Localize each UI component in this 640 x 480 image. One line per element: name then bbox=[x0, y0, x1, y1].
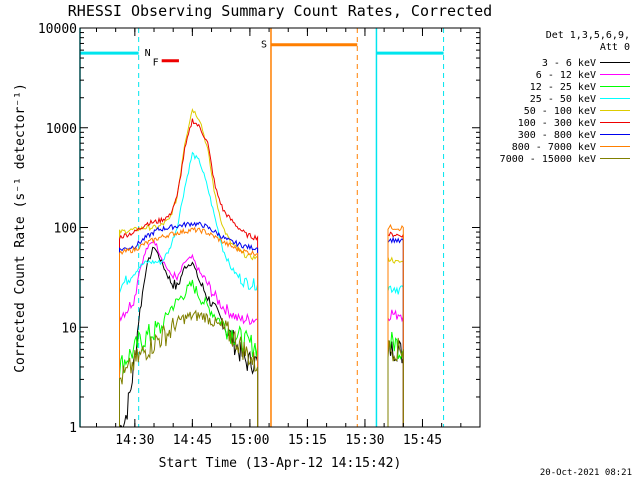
legend-header-line: Det 1,3,5,6,9, bbox=[546, 30, 630, 41]
x-tick-label: 14:30 bbox=[115, 433, 154, 448]
y-tick-label: 100 bbox=[54, 222, 77, 237]
x-tick-label: 15:15 bbox=[288, 433, 327, 448]
series-line-6 bbox=[387, 231, 404, 427]
legend-entry-label: 300 - 800 keV bbox=[518, 130, 596, 141]
legend-entry-label: 7000 - 15000 keV bbox=[500, 154, 596, 165]
flag-label-f: F bbox=[153, 58, 159, 69]
chart-title: RHESSI Observing Summary Count Rates, Co… bbox=[68, 2, 492, 20]
y-axis-label: Corrected Count Rate (s⁻¹ detector⁻¹) bbox=[13, 83, 28, 373]
x-tick-label: 15:45 bbox=[403, 433, 442, 448]
series-line-5 bbox=[387, 256, 404, 427]
axes: 1 10 100 1000 10000 14:30 14:45 15:00 15:15 15:30… bbox=[38, 22, 481, 448]
flag-label-n: N bbox=[145, 48, 151, 59]
series-line-4 bbox=[119, 151, 259, 427]
flag-label-s: S bbox=[261, 40, 267, 51]
x-axis-label: Start Time (13-Apr-12 14:15:42) bbox=[159, 456, 402, 471]
x-tick-label: 15:30 bbox=[345, 433, 384, 448]
legend-entry-label: 6 - 12 keV bbox=[536, 70, 596, 81]
legend-entry-label: 100 - 300 keV bbox=[518, 118, 596, 129]
x-tick-label: 15:00 bbox=[230, 433, 269, 448]
series-line-6 bbox=[119, 118, 259, 427]
y-tick-label: 1 bbox=[69, 421, 77, 436]
y-tick-label: 10 bbox=[61, 321, 77, 336]
legend-entry-label: 12 - 25 keV bbox=[530, 82, 596, 93]
series-line-7 bbox=[119, 221, 259, 427]
legend-entry-label: 50 - 100 keV bbox=[524, 106, 596, 117]
plot-frame bbox=[79, 27, 481, 428]
y-tick-label: 10000 bbox=[38, 22, 77, 37]
y-tick-label: 1000 bbox=[46, 122, 77, 137]
series-line-8 bbox=[119, 226, 259, 427]
series-line-4 bbox=[387, 285, 404, 427]
legend-entry-label: 25 - 50 keV bbox=[530, 94, 596, 105]
legend-entry-label: 800 - 7000 keV bbox=[512, 142, 596, 153]
series-line-9 bbox=[387, 337, 404, 427]
series-line-2 bbox=[387, 309, 404, 427]
legend-header-line: Att 0 bbox=[600, 42, 630, 53]
legend-entry-label: 3 - 6 keV bbox=[542, 58, 596, 69]
x-tick-label: 14:45 bbox=[173, 433, 212, 448]
series-line-2 bbox=[119, 239, 259, 427]
series-line-5 bbox=[119, 108, 259, 427]
footer-date: 20-Oct-2021 08:21 bbox=[540, 468, 632, 478]
series-line-7 bbox=[387, 236, 404, 427]
series-line-9 bbox=[119, 309, 259, 427]
series-line-8 bbox=[387, 223, 404, 427]
plot-area: NF S bbox=[79, 28, 445, 428]
